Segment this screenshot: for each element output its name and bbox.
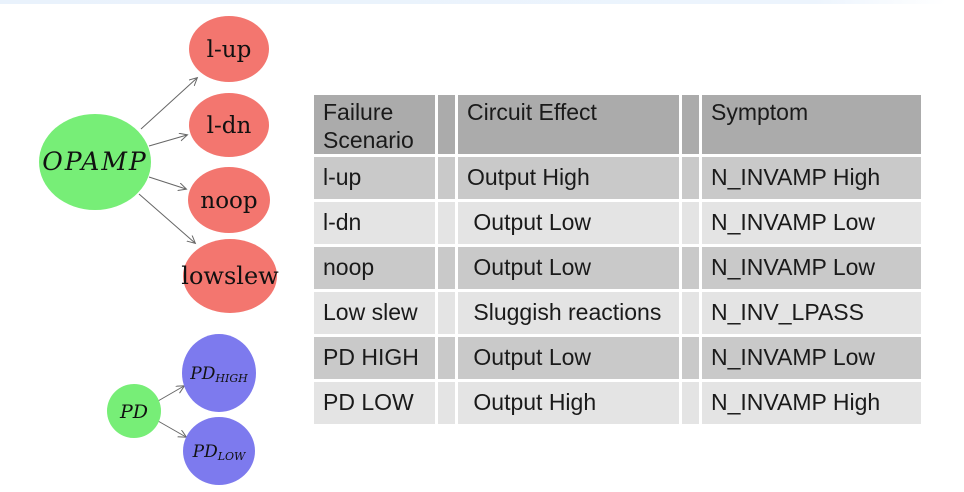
spacer-cell xyxy=(438,202,455,244)
node-lowslew xyxy=(183,239,277,313)
edge-opamp-noop xyxy=(148,176,186,189)
node-pd xyxy=(107,384,161,438)
cell-scenario: l-dn xyxy=(314,202,435,244)
header-spacer-1 xyxy=(438,95,455,154)
cell-scenario: Low slew xyxy=(314,292,435,334)
pd-high-subscript: HIGH xyxy=(214,372,248,385)
node-pd-high-label: PDHIGH xyxy=(189,364,248,385)
cell-effect: Output High xyxy=(458,382,679,424)
header-failure-scenario: Failure Scenario xyxy=(314,95,435,154)
node-noop xyxy=(188,167,270,233)
edge-opamp-lowslew xyxy=(138,193,195,243)
cell-effect: Output Low xyxy=(458,202,679,244)
cell-symptom: N_INVAMP Low xyxy=(702,202,921,244)
node-lowslew-label: lowslew xyxy=(181,262,279,290)
table-header-row: Failure Scenario Circuit Effect Symptom xyxy=(314,95,921,154)
node-lup xyxy=(189,16,269,82)
edge-opamp-lup xyxy=(140,78,197,130)
cell-symptom: N_INV_LPASS xyxy=(702,292,921,334)
cell-symptom: N_INVAMP High xyxy=(702,157,921,199)
header-symptom: Symptom xyxy=(702,95,921,154)
table-row-pdhigh: PD HIGH Output Low N_INVAMP Low xyxy=(314,337,921,379)
failure-mode-diagram: OPAMP l-up l-dn noop lowslew PD PDHIGH P… xyxy=(39,16,279,485)
pd-low-subscript: LOW xyxy=(217,450,247,463)
node-pd-high xyxy=(182,334,256,412)
cell-effect: Output Low xyxy=(458,247,679,289)
spacer-cell xyxy=(682,292,699,334)
node-opamp xyxy=(39,114,151,210)
node-noop-label: noop xyxy=(200,188,257,214)
spacer-cell xyxy=(438,382,455,424)
spacer-cell xyxy=(682,157,699,199)
spacer-cell xyxy=(682,247,699,289)
edge-pd-pdhigh xyxy=(157,386,184,402)
edge-pd-pdlow xyxy=(157,420,186,437)
spacer-cell xyxy=(438,337,455,379)
cell-symptom: N_INVAMP High xyxy=(702,382,921,424)
pd-low-main: PD xyxy=(192,442,218,462)
table-row-pdlow: PD LOW Output High N_INVAMP High xyxy=(314,382,921,424)
pd-high-main: PD xyxy=(189,364,215,384)
spacer-cell xyxy=(438,157,455,199)
spacer-cell xyxy=(682,382,699,424)
cell-scenario: noop xyxy=(314,247,435,289)
cell-scenario: PD LOW xyxy=(314,382,435,424)
table-row-noop: noop Output Low N_INVAMP Low xyxy=(314,247,921,289)
cell-effect: Output Low xyxy=(458,337,679,379)
cell-scenario: l-up xyxy=(314,157,435,199)
top-edge-strip xyxy=(0,0,946,4)
cell-symptom: N_INVAMP Low xyxy=(702,247,921,289)
table-row-lup: l-up Output High N_INVAMP High xyxy=(314,157,921,199)
header-circuit-effect: Circuit Effect xyxy=(458,95,679,154)
table-row-lowslew: Low slew Sluggish reactions N_INV_LPASS xyxy=(314,292,921,334)
spacer-cell xyxy=(438,247,455,289)
opamp-tree: OPAMP l-up l-dn noop lowslew xyxy=(39,16,279,313)
node-ldn xyxy=(189,93,269,157)
table-row-ldn: l-dn Output Low N_INVAMP Low xyxy=(314,202,921,244)
edge-opamp-ldn xyxy=(148,135,187,147)
spacer-cell xyxy=(682,202,699,244)
spacer-cell xyxy=(682,337,699,379)
node-pd-low xyxy=(183,417,255,485)
pd-tree: PD PDHIGH PDLOW xyxy=(107,334,256,485)
failure-scenario-table: Failure Scenario Circuit Effect Symptom … xyxy=(311,92,924,427)
cell-effect: Sluggish reactions xyxy=(458,292,679,334)
cell-scenario: PD HIGH xyxy=(314,337,435,379)
header-spacer-2 xyxy=(682,95,699,154)
node-opamp-label: OPAMP xyxy=(42,147,148,176)
spacer-cell xyxy=(438,292,455,334)
node-ldn-label: l-dn xyxy=(207,113,252,139)
node-pd-label: PD xyxy=(119,401,148,423)
cell-symptom: N_INVAMP Low xyxy=(702,337,921,379)
node-pd-low-label: PDLOW xyxy=(192,442,247,463)
node-lup-label: l-up xyxy=(207,37,252,63)
cell-effect: Output High xyxy=(458,157,679,199)
